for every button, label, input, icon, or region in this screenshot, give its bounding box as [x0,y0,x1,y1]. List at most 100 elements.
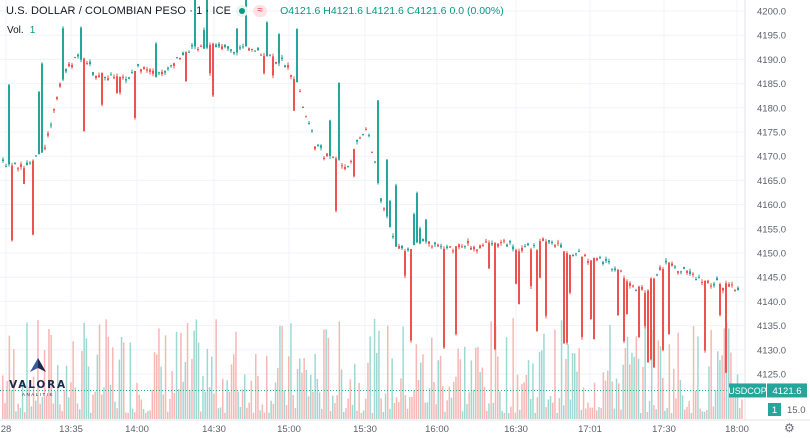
volume-bar [637,358,640,419]
candle-body [497,243,499,247]
volume-bar [149,410,151,419]
volume-bar [180,332,182,419]
candle-body [218,43,220,47]
volume-bar [246,407,248,419]
candle-body [236,28,238,53]
candle-body [353,149,355,177]
volume-bar [479,372,481,419]
x-tick-label: 15:30 [353,424,377,435]
candle-body [548,240,550,243]
candle-body [713,283,715,286]
volume-bar [653,405,655,419]
candle-body [26,162,28,166]
candle-body [587,261,589,263]
volume-bar [327,337,330,419]
volume-bar [409,397,411,419]
candle-body [77,54,79,57]
volume-bar [215,319,217,419]
volume-bar [376,352,378,419]
volume-bar [358,382,360,419]
low-value: L4121.6 [365,5,404,17]
volume-bar [250,380,253,419]
candle-body [149,69,151,72]
candle-body [227,46,229,49]
symbol-title: U.S. DOLLAR / COLOMBIAN PESO · 1 · ICE [6,5,232,17]
volume-bar [635,336,638,419]
volume-bar [345,408,347,419]
candle-body [695,279,697,280]
volume-bar [644,320,646,419]
volume-bar [127,412,129,419]
volume-bar [239,407,242,419]
price-tag-value-bg [767,383,807,398]
volume-bar [6,381,8,419]
candle-body [143,67,145,70]
candle-body [473,246,475,250]
candle-body [302,107,304,108]
candle-body [176,57,178,59]
candle-body [17,168,19,170]
volume-bar [497,356,499,419]
candle-body [620,270,622,272]
candle-body [209,44,211,74]
volume-bar [593,382,596,419]
candle-body [512,246,514,250]
y-tick-label: 4175.0 [757,128,786,139]
candle-body [626,281,628,315]
candle-body [407,248,409,251]
volume-bar [464,346,466,419]
approx-equal-icon[interactable]: ≈ [253,5,268,17]
volume-bar [582,387,585,419]
candle-body [461,246,463,248]
volume-bar [422,354,424,419]
volume-bar [186,323,189,419]
candle-body [290,75,292,77]
volume-bar [640,413,642,419]
volume-bar [620,409,622,419]
volume-bar [48,329,50,419]
candle-body [86,63,88,65]
candle-body [146,69,148,71]
volume-bar [534,412,536,419]
volume-bar [741,399,743,419]
candle-body [638,286,640,338]
volume-bar [712,406,715,419]
settings-gear-icon[interactable]: ⚙ [784,421,795,435]
candle-body [2,159,4,161]
volume-bar [505,337,508,419]
volume-bar [651,330,653,419]
candle-body [164,71,166,73]
volume-bar [294,408,297,419]
candle-body [356,140,358,142]
candle-body [518,251,520,305]
volume-bar [224,412,226,419]
volume-bar [391,358,393,419]
candle-body [455,246,457,335]
volume-bar [189,389,191,419]
volume-bar [538,351,541,419]
volume-bar [4,403,6,419]
candle-body [44,147,46,149]
candle-body [233,51,235,54]
green-dot-icon[interactable] [236,5,249,17]
volume-bar [552,402,554,419]
volume-bar [499,391,501,419]
candle-body [323,157,325,159]
volume-bar [140,399,143,419]
candle-body [692,273,694,275]
volume-bar [530,398,532,419]
volume-bar [690,413,693,419]
y-tick-label: 4165.0 [757,176,786,187]
candle-body [296,29,298,83]
volume-bar [714,389,717,419]
candle-body [257,47,259,51]
volume-bar [596,410,598,419]
candle-body [656,274,658,276]
candle-body [398,246,400,249]
volume-bar [116,408,118,419]
volume-bar [395,397,398,419]
volume-bar [450,397,453,419]
volume-bar [437,360,440,419]
volume-bar [393,403,396,419]
